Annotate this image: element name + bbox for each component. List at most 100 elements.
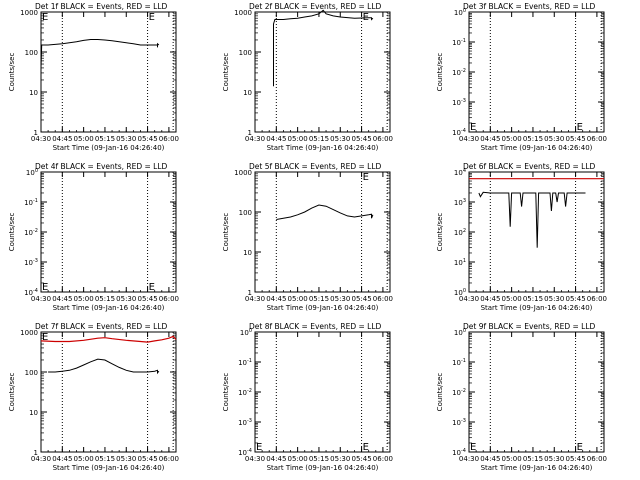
x-tick-label: 05:30	[544, 295, 564, 303]
x-tick-label: 05:30	[116, 135, 136, 143]
x-tick-label: 04:30	[31, 455, 51, 463]
y-tick-label: 10-1	[238, 358, 252, 367]
x-axis-label: Start Time (09-Jan-16 04:26:40)	[267, 304, 379, 312]
y-tick-label: 101	[454, 258, 466, 267]
x-tick-label: 05:30	[330, 455, 350, 463]
plot-title: Det 8f BLACK = Events, RED = LLD	[249, 322, 382, 331]
y-tick-label: 10-1	[452, 38, 466, 47]
y-axis-label: Counts/sec	[8, 373, 16, 412]
y-axis-label: Counts/sec	[8, 53, 16, 92]
detector-plot-1: Det 1f BLACK = Events, RED = LLD 04:30 04:…	[8, 2, 179, 152]
x-tick-label: 06:00	[159, 135, 179, 143]
flag-label: E	[470, 122, 476, 133]
x-tick-label: 05:30	[116, 295, 136, 303]
x-tick-label: 05:15	[523, 295, 543, 303]
x-tick-label: 06:00	[373, 135, 393, 143]
y-axis-label: Counts/sec	[436, 53, 444, 92]
x-tick-label: 05:45	[565, 455, 585, 463]
y-tick-label: 10	[29, 409, 38, 417]
y-axis-label: Counts/sec	[436, 373, 444, 412]
flag-label: E	[256, 442, 262, 453]
x-tick-label: 04:30	[245, 455, 265, 463]
y-axis-label: Counts/sec	[222, 213, 230, 252]
events-series-line	[40, 39, 160, 120]
x-axis-label: Start Time (09-Jan-16 04:26:40)	[53, 464, 165, 472]
plot-frame	[254, 171, 391, 293]
flag-label: E	[577, 122, 583, 133]
detector-plot-2: Det 2f BLACK = Events, RED = LLD 04:30 04:…	[222, 2, 393, 152]
y-tick-label: 10	[243, 249, 252, 257]
detector-plot-5: Det 5f BLACK = Events, RED = LLD 04:30 04:…	[222, 162, 393, 312]
detector-plot-6: Det 6f BLACK = Events, RED = LLD 04:30 04:…	[436, 162, 607, 312]
x-axis-label: Start Time (09-Jan-16 04:26:40)	[267, 144, 379, 152]
detector-plot-4: Det 4f BLACK = Events, RED = LLD 04:30 04:…	[8, 162, 179, 312]
x-tick-label: 05:00	[502, 455, 522, 463]
plot-frame	[254, 11, 391, 133]
x-tick-label: 05:45	[351, 295, 371, 303]
x-tick-label: 05:30	[116, 455, 136, 463]
detector-plot-3: Det 3f BLACK = Events, RED = LLD 04:30 04:…	[436, 2, 607, 152]
x-tick-label: 04:45	[480, 295, 500, 303]
y-tick-label: 10-3	[24, 258, 38, 267]
y-tick-label: 10-4	[452, 128, 466, 137]
flag-label: E	[363, 442, 369, 453]
y-axis-label: Counts/sec	[222, 53, 230, 92]
y-tick-label: 10	[243, 89, 252, 97]
x-tick-label: 05:45	[351, 455, 371, 463]
y-tick-label: 10-1	[24, 198, 38, 207]
y-tick-label: 100	[240, 328, 252, 337]
flag-label: E	[363, 12, 369, 23]
y-tick-label: 100	[25, 49, 38, 57]
plot-frame	[468, 331, 605, 453]
x-tick-label: 05:15	[523, 455, 543, 463]
events-series-line	[276, 204, 374, 220]
x-axis-label: Start Time (09-Jan-16 04:26:40)	[481, 144, 593, 152]
x-tick-label: 05:00	[74, 135, 94, 143]
y-tick-label: 1	[248, 289, 252, 297]
x-axis-label: Start Time (09-Jan-16 04:26:40)	[267, 464, 379, 472]
x-tick-label: 05:45	[137, 135, 157, 143]
x-tick-label: 05:15	[309, 295, 329, 303]
x-tick-label: 05:00	[74, 295, 94, 303]
lld-series-line	[40, 335, 177, 343]
x-tick-label: 05:15	[95, 295, 115, 303]
x-tick-label: 04:30	[459, 295, 479, 303]
plot-frame	[40, 331, 177, 453]
y-tick-label: 1000	[20, 9, 38, 17]
x-tick-label: 04:45	[52, 135, 72, 143]
x-tick-label: 05:15	[95, 455, 115, 463]
x-tick-label: 05:45	[565, 135, 585, 143]
x-tick-label: 05:45	[351, 135, 371, 143]
plot-title: Det 4f BLACK = Events, RED = LLD	[35, 162, 168, 171]
x-tick-label: 04:30	[459, 455, 479, 463]
flag-label: E	[42, 282, 48, 293]
x-tick-label: 04:30	[245, 135, 265, 143]
x-tick-label: 05:30	[544, 135, 564, 143]
x-axis-label: Start Time (09-Jan-16 04:26:40)	[53, 144, 165, 152]
x-tick-label: 05:00	[502, 295, 522, 303]
plot-frame	[40, 171, 177, 293]
y-tick-label: 104	[454, 168, 466, 177]
y-tick-label: 1	[34, 129, 38, 137]
x-axis-label: Start Time (09-Jan-16 04:26:40)	[481, 304, 593, 312]
x-tick-label: 05:00	[288, 295, 308, 303]
plot-title: Det 7f BLACK = Events, RED = LLD	[35, 322, 168, 331]
plot-frame	[40, 11, 177, 133]
x-tick-label: 05:00	[502, 135, 522, 143]
flag-label: E	[42, 12, 48, 23]
x-tick-label: 04:45	[480, 455, 500, 463]
x-tick-label: 05:30	[330, 135, 350, 143]
y-tick-label: 10-1	[452, 358, 466, 367]
plot-title: Det 3f BLACK = Events, RED = LLD	[463, 2, 596, 11]
y-axis-label: Counts/sec	[8, 213, 16, 252]
detector-plot-7: Det 7f BLACK = Events, RED = LLD 04:30 04:…	[8, 322, 179, 472]
plot-title: Det 6f BLACK = Events, RED = LLD	[463, 162, 596, 171]
plot-title: Det 9f BLACK = Events, RED = LLD	[463, 322, 596, 331]
detector-plot-9: Det 9f BLACK = Events, RED = LLD 04:30 04:…	[436, 322, 607, 472]
x-tick-label: 04:30	[459, 135, 479, 143]
y-tick-label: 1000	[20, 329, 38, 337]
events-series-line	[273, 9, 374, 87]
x-tick-label: 04:30	[245, 295, 265, 303]
x-tick-label: 06:00	[587, 455, 607, 463]
